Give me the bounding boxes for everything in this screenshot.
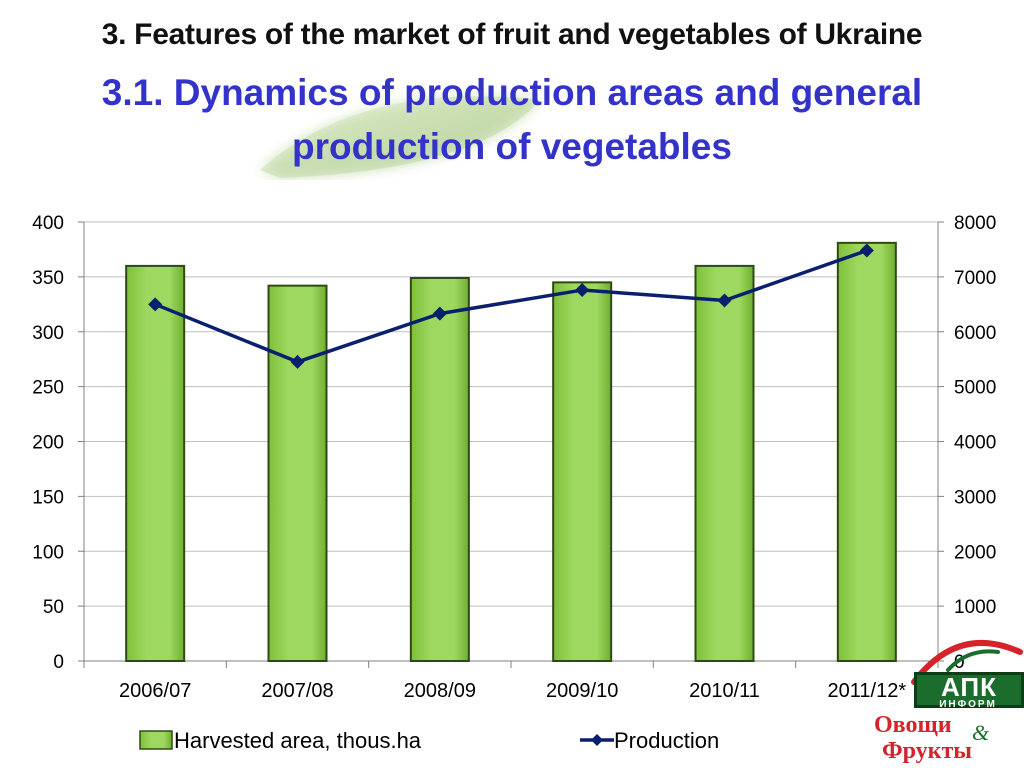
y-right-tick-label: 4000 [954, 433, 996, 454]
x-category-label: 2006/07 [119, 680, 191, 702]
line-point [290, 354, 305, 369]
logo-apk-text: АПК [914, 672, 1024, 708]
line-point [717, 293, 732, 308]
y-left-tick-label: 100 [32, 542, 64, 563]
bar [267, 284, 328, 662]
y-left-tick-label: 250 [32, 378, 64, 399]
y-left-tick-label: 350 [32, 268, 64, 289]
logo-inform-text: ИНФОРМ [939, 699, 997, 710]
line-series [148, 243, 874, 369]
x-category-label: 2007/08 [261, 680, 333, 702]
page-subtitle: 3.1. Dynamics of production areas and ge… [60, 66, 964, 174]
y-left-tick-label: 300 [32, 323, 64, 344]
axes [78, 221, 944, 668]
y-right-tick-label: 5000 [954, 378, 996, 399]
y-left-tick-label: 200 [32, 433, 64, 454]
tick-labels: 0 50 100 150 200 250 300 350 4000 1000 2000 3000 400… [32, 213, 996, 702]
apple-swoosh-icon [911, 639, 1023, 685]
bar [694, 264, 755, 662]
legend-label-harvested-area: Harvested area, thous.ha [174, 728, 422, 753]
logo-line2-text: Фрукты [882, 738, 972, 764]
y-left-tick-label: 0 [53, 652, 64, 673]
legend: Harvested area, thous.ha Production [139, 728, 719, 753]
y-left-tick-label: 50 [43, 597, 64, 618]
legend-swatch-bar [139, 730, 173, 750]
bar-series [125, 241, 897, 662]
bar [836, 241, 897, 662]
line-point [432, 306, 447, 321]
subtitle-line-1: 3.1. Dynamics of production areas and ge… [101, 72, 923, 113]
bar [125, 264, 186, 662]
production-line [154, 248, 868, 364]
gridlines [84, 221, 938, 607]
page-title: 3. Features of the market of fruit and v… [101, 18, 923, 51]
line-point [859, 243, 874, 258]
y-right-tick-label: 8000 [954, 213, 996, 234]
leaf-background-image [260, 96, 540, 178]
subtitle-line-2: production of vegetables [292, 126, 732, 167]
combo-chart: 0 50 100 150 200 250 300 350 4000 1000 2000 3000 400… [32, 213, 996, 753]
y-left-tick-label: 150 [32, 487, 64, 508]
x-category-label: 2008/09 [404, 680, 476, 702]
apk-inform-logo: АПК ИНФОРМ Овощи & Фрукты [868, 630, 1024, 768]
line-point [148, 297, 163, 312]
bar [409, 276, 470, 662]
y-left-tick-label: 400 [32, 213, 64, 234]
x-category-label: 2011/12* [828, 680, 907, 702]
logo-amp-text: & [972, 720, 990, 745]
y-right-tick-label: 6000 [954, 323, 996, 344]
legend-swatch-marker [591, 734, 603, 746]
bar [552, 281, 613, 662]
logo-line1-text: Овощи [874, 712, 952, 738]
y-right-tick-label: 2000 [954, 542, 996, 563]
x-category-label: 2009/10 [546, 680, 618, 702]
y-right-tick-label: 3000 [954, 487, 996, 508]
legend-label-production: Production [614, 728, 719, 753]
y-right-tick-label: 7000 [954, 268, 996, 289]
x-category-label: 2010/11 [689, 680, 760, 702]
y-right-tick-label: 1000 [954, 597, 996, 618]
line-point [575, 283, 590, 298]
